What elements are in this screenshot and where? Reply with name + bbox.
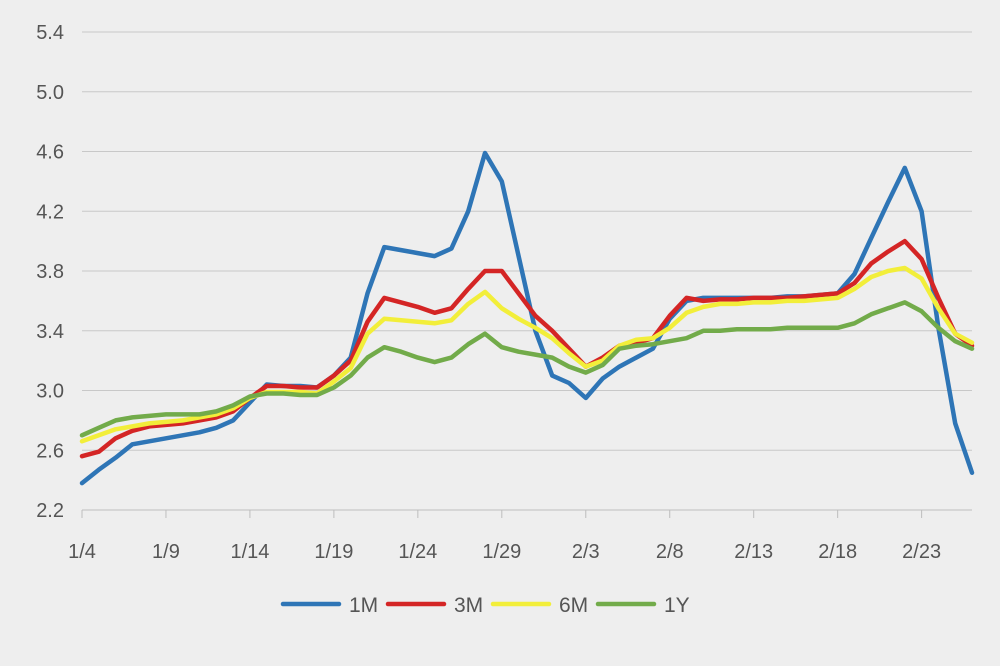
legend-item-1m: 1M <box>280 594 378 617</box>
y-tick-label: 2.6 <box>36 440 64 462</box>
y-tick-label: 5.4 <box>36 22 64 44</box>
series-lines <box>79 150 975 486</box>
y-tick-label: 2.2 <box>36 500 64 522</box>
x-tick-label: 1/19 <box>314 541 353 563</box>
gridlines <box>82 31 972 511</box>
y-axis-tick-labels: 2.2 2.6 3.0 3.4 3.8 4.2 4.6 5.0 5.4 <box>36 22 64 522</box>
series-line-3m <box>79 238 975 459</box>
x-tick-label: 1/24 <box>398 541 437 563</box>
x-axis <box>81 509 972 518</box>
legend-label: 1M <box>349 594 378 617</box>
series-line-6m <box>79 265 975 444</box>
x-tick-label: 2/8 <box>656 541 684 563</box>
x-tick-label: 2/18 <box>818 541 857 563</box>
legend: 1M 3M 6M 1Y <box>280 594 690 617</box>
y-tick-label: 3.8 <box>36 261 64 283</box>
y-tick-label: 4.6 <box>36 142 64 164</box>
legend-item-6m: 6M <box>490 594 588 617</box>
x-tick-label: 2/13 <box>734 541 773 563</box>
series-line-1y <box>79 300 975 438</box>
x-tick-label: 1/9 <box>152 541 180 563</box>
x-tick-label: 1/14 <box>230 541 269 563</box>
x-tick-label: 1/29 <box>482 541 521 563</box>
x-axis-tick-labels: 1/4 1/9 1/14 1/19 1/24 1/29 2/3 2/8 2/13 2/18 2/23 <box>68 541 941 563</box>
legend-label: 3M <box>454 594 483 617</box>
x-tick-label: 2/3 <box>572 541 600 563</box>
y-tick-label: 3.0 <box>36 381 64 403</box>
x-tick-label: 1/4 <box>68 541 96 563</box>
legend-label: 6M <box>559 594 588 617</box>
legend-item-1y: 1Y <box>595 594 690 617</box>
legend-label: 1Y <box>664 594 690 617</box>
y-tick-label: 5.0 <box>36 82 64 104</box>
legend-item-3m: 3M <box>385 594 483 617</box>
y-tick-label: 4.2 <box>36 201 64 223</box>
x-tick-label: 2/23 <box>902 541 941 563</box>
y-tick-label: 3.4 <box>36 321 64 343</box>
